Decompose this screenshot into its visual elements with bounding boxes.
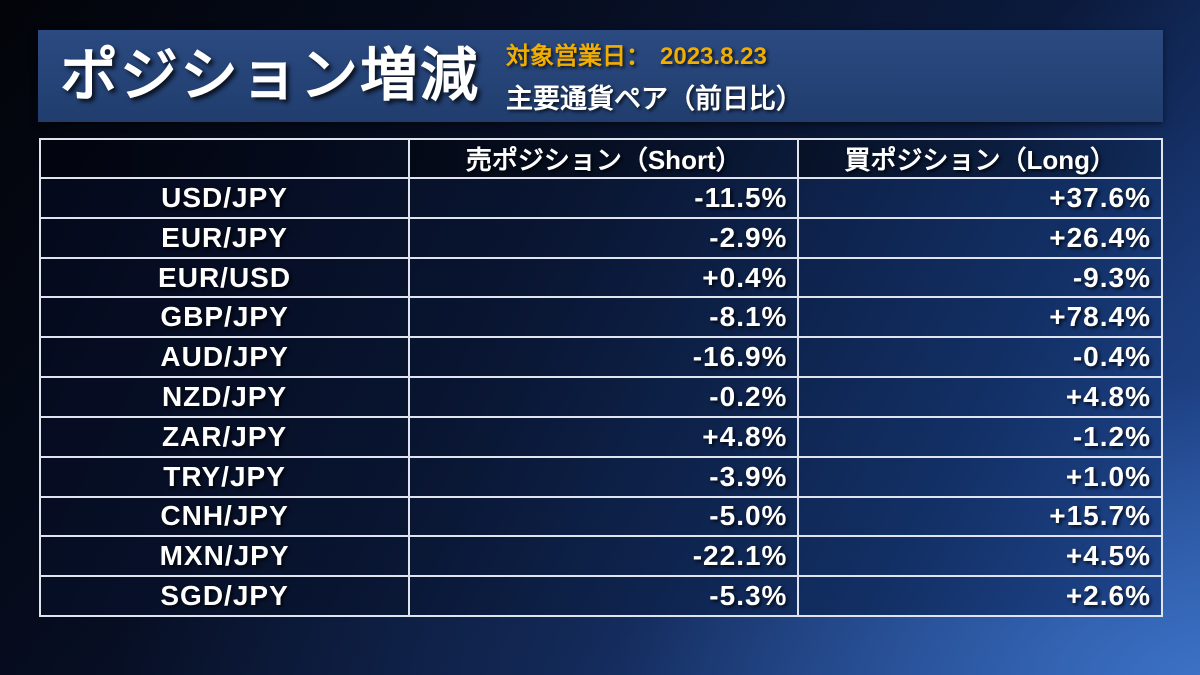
title-banner: ポジション増減 対象営業日： 2023.8.23 主要通貨ペア（前日比） — [38, 30, 1163, 122]
table-row: CNH/JPY -5.0% +15.7% — [38, 495, 1163, 538]
header-cell-pair — [38, 138, 411, 179]
short-position-cell: +4.8% — [408, 415, 800, 458]
currency-pair-cell: EUR/JPY — [38, 216, 411, 259]
long-position-cell: +2.6% — [797, 575, 1163, 617]
table-row: AUD/JPY -16.9% -0.4% — [38, 336, 1163, 379]
long-position-cell: +26.4% — [797, 216, 1163, 259]
short-position-cell: -0.2% — [408, 376, 800, 418]
table-row: SGD/JPY -5.3% +2.6% — [38, 575, 1163, 617]
long-position-cell: +4.5% — [797, 535, 1163, 578]
business-date-value: 2023.8.23 — [660, 43, 767, 70]
header-cell-long: 買ポジション（Long） — [797, 138, 1163, 179]
table-row: NZD/JPY -0.2% +4.8% — [38, 376, 1163, 418]
table-row: GBP/JPY -8.1% +78.4% — [38, 296, 1163, 339]
table-row: USD/JPY -11.5% +37.6% — [38, 177, 1163, 219]
business-date-label: 対象営業日： — [506, 43, 651, 70]
currency-pair-cell: CNH/JPY — [38, 495, 411, 538]
currency-pair-cell: EUR/USD — [38, 256, 411, 299]
table-row: TRY/JPY -3.9% +1.0% — [38, 455, 1163, 498]
table-row: EUR/JPY -2.9% +26.4% — [38, 216, 1163, 259]
banner-meta: 対象営業日： 2023.8.23 主要通貨ペア（前日比） — [506, 36, 803, 116]
short-position-cell: +0.4% — [408, 256, 800, 299]
long-position-cell: +4.8% — [797, 376, 1163, 418]
page-subtitle: 主要通貨ペア（前日比） — [506, 84, 804, 114]
currency-pair-cell: USD/JPY — [38, 177, 411, 219]
currency-pair-cell: GBP/JPY — [38, 296, 411, 339]
header-cell-short: 売ポジション（Short） — [408, 138, 800, 179]
currency-pair-cell: NZD/JPY — [38, 376, 411, 418]
short-position-cell: -8.1% — [408, 296, 800, 339]
long-position-cell: +15.7% — [797, 495, 1163, 538]
long-position-cell: -1.2% — [797, 415, 1163, 458]
positions-table: 売ポジション（Short） 買ポジション（Long） USD/JPY -11.5%… — [38, 138, 1163, 617]
long-position-cell: +37.6% — [797, 177, 1163, 219]
long-position-cell: -0.4% — [797, 336, 1163, 379]
business-date-line: 対象営業日： 2023.8.23 — [506, 36, 803, 71]
short-position-cell: -5.0% — [408, 495, 800, 538]
long-position-cell: +78.4% — [797, 296, 1163, 339]
long-position-cell: -9.3% — [797, 256, 1163, 299]
short-position-cell: -11.5% — [408, 177, 800, 219]
short-position-cell: -16.9% — [408, 336, 800, 379]
long-position-cell: +1.0% — [797, 455, 1163, 498]
short-position-cell: -2.9% — [408, 216, 800, 259]
table-row: MXN/JPY -22.1% +4.5% — [38, 535, 1163, 578]
short-position-cell: -5.3% — [408, 575, 800, 617]
currency-pair-cell: TRY/JPY — [38, 455, 411, 498]
currency-pair-cell: ZAR/JPY — [38, 415, 411, 458]
page-title: ポジション増減 — [60, 43, 481, 108]
currency-pair-cell: AUD/JPY — [38, 336, 411, 379]
currency-pair-cell: SGD/JPY — [38, 575, 411, 617]
short-position-cell: -3.9% — [408, 455, 800, 498]
table-row: EUR/USD +0.4% -9.3% — [38, 256, 1163, 299]
short-position-cell: -22.1% — [408, 535, 800, 578]
table-row: ZAR/JPY +4.8% -1.2% — [38, 415, 1163, 458]
table-header: 売ポジション（Short） 買ポジション（Long） — [38, 138, 1163, 179]
table-body: USD/JPY -11.5% +37.6% EUR/JPY -2.9% +26.4% EUR… — [38, 177, 1163, 617]
table-header-row: 売ポジション（Short） 買ポジション（Long） — [38, 138, 1163, 179]
positions-table-container: 売ポジション（Short） 買ポジション（Long） USD/JPY -11.5%… — [38, 138, 1163, 617]
currency-pair-cell: MXN/JPY — [38, 535, 411, 578]
